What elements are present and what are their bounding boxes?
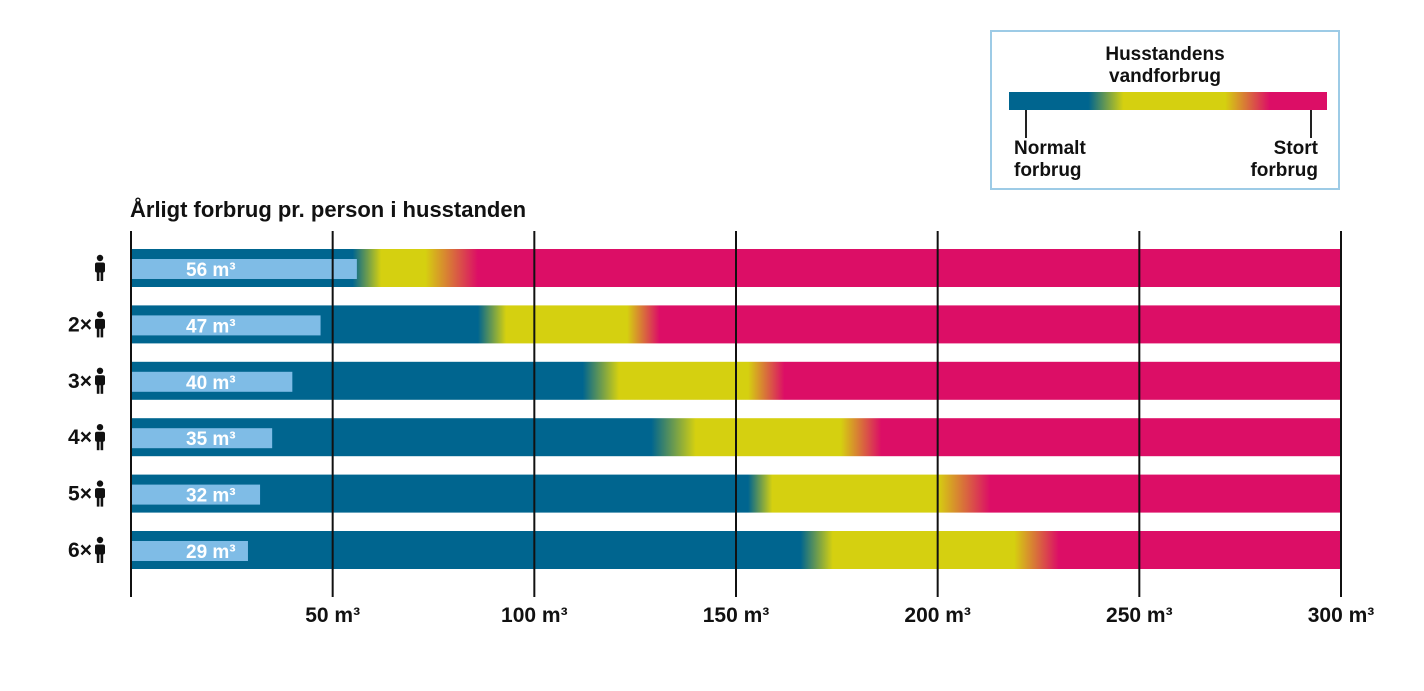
value-label: 29 m³ [186,542,236,563]
category-label: 5× [68,483,92,506]
legend-normal-label: Normalt forbrug [1014,138,1134,182]
legend-normal-tick [1025,110,1027,138]
category-label: 6× [68,539,92,562]
legend-title: Husstandens vandforbrug [992,44,1338,88]
person-icon [95,536,105,563]
legend-normal-line1: Normalt [1014,138,1086,159]
chart-title: Årligt forbrug pr. person i husstanden [130,197,527,222]
legend: Husstandens vandforbrug Normalt forbrug … [990,30,1340,190]
legend-title-line1: Husstandens [1105,44,1225,65]
person-icon [95,311,105,338]
legend-normal-line2: forbrug [1014,160,1082,181]
x-tick-label: 300 m³ [1308,604,1375,627]
category-label: 3× [68,370,92,393]
legend-large-tick [1310,110,1312,138]
legend-large-line1: Stort [1273,138,1318,159]
value-label: 40 m³ [186,373,236,394]
legend-large-label: Stort forbrug [1198,138,1318,182]
value-label: 47 m³ [186,316,236,337]
category-label: 4× [68,426,92,449]
person-icon [95,254,105,281]
x-tick-label: 100 m³ [501,604,568,627]
per-person-bar [132,484,261,505]
x-tick-label: 50 m³ [305,604,360,627]
per-person-bar [132,541,248,561]
per-person-bar [132,371,293,392]
x-tick-label: 150 m³ [703,604,770,627]
legend-large-line2: forbrug [1250,160,1318,181]
category-label: 2× [68,313,92,336]
per-person-bar [132,428,273,449]
legend-title-line2: vandforbrug [1109,66,1221,87]
per-person-bar [132,259,357,279]
value-label: 56 m³ [186,260,236,281]
per-person-bar [132,315,321,336]
x-tick-label: 200 m³ [904,604,971,627]
legend-gradient-bar [1009,92,1327,110]
value-label: 32 m³ [186,486,236,507]
person-icon [95,424,105,451]
x-tick-label: 250 m³ [1106,604,1173,627]
person-icon [95,480,105,507]
person-icon [95,367,105,394]
value-label: 35 m³ [186,429,236,450]
